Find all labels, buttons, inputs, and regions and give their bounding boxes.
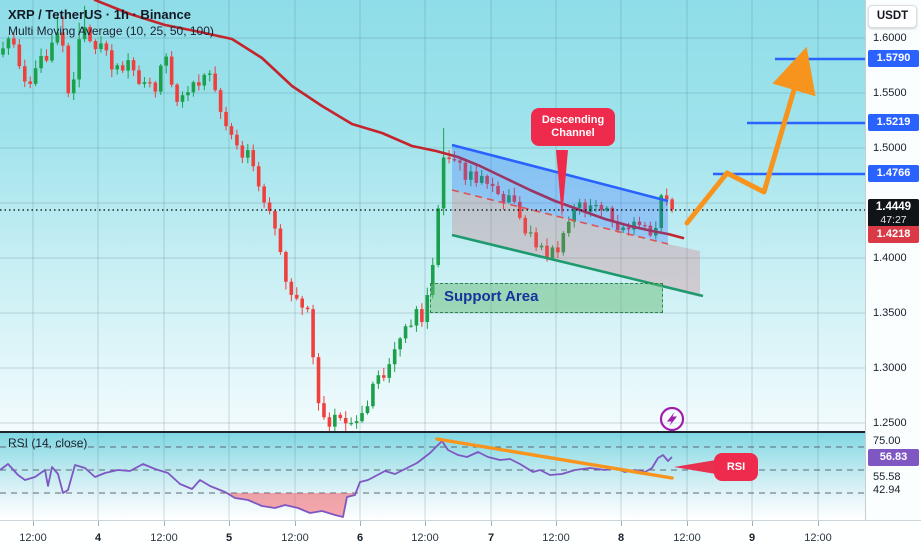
symbol-title[interactable]: XRP / TetherUS · 1h · Binance [8,7,192,22]
currency-toggle-button[interactable]: USDT [868,5,917,28]
time-tickmark [229,521,230,526]
price-tick-1.5500: 1.5500 [873,87,907,99]
pane-separator[interactable] [0,431,921,433]
time-tick-5: 5 [225,532,233,544]
time-tick-9: 9 [748,532,756,544]
time-tickmark [295,521,296,526]
time-tick-12:00: 12:00 [542,532,570,544]
time-tickmark [687,521,688,526]
time-tickmark [98,521,99,526]
time-tick-8: 8 [617,532,625,544]
last-price-label: 1.4449 47:27 [868,199,919,227]
time-tickmark [33,521,34,526]
price-tick-1.6000: 1.6000 [873,32,907,44]
time-tickmark [621,521,622,526]
time-axis[interactable]: 12:00 4 12:00 5 12:00 6 12:00 7 12:00 8 12:00 9 12:0… [0,521,921,556]
time-tick-12:00: 12:00 [804,532,832,544]
alert-price-label: 1.4218 [868,226,919,243]
time-tickmark [556,521,557,526]
last-price-value: 1.4449 [875,201,912,213]
projection-arrow[interactable] [684,46,816,226]
price-tick-1.2500: 1.2500 [873,417,907,429]
rsi-tick-55.58: 55.58 [873,471,901,483]
bar-countdown: 47:27 [880,214,907,226]
price-tick-1.3000: 1.3000 [873,362,907,374]
rsi-trendline[interactable] [435,437,674,480]
channel-bottom-line [451,233,704,298]
time-tick-6: 6 [356,532,364,544]
time-tick-7: 7 [487,532,495,544]
price-tick-1.5000: 1.5000 [873,142,907,154]
time-tick-12:00: 12:00 [281,532,309,544]
rsi-oversold-fill [226,493,356,517]
rsi-callout[interactable]: RSI [714,453,758,481]
time-tick-12:00: 12:00 [150,532,178,544]
time-tick-12:00: 12:00 [19,532,47,544]
descending-channel-callout[interactable]: Descending Channel [531,108,615,146]
support-area-box[interactable] [430,283,663,313]
time-tickmark [752,521,753,526]
rsi-canvas[interactable] [0,432,865,520]
callout-line1: Descending [541,114,605,126]
rsi-indicator-title[interactable]: RSI (14, close) [8,436,88,450]
time-tickmark [491,521,492,526]
time-axis-separator [0,520,921,521]
grid-layer [0,0,865,432]
time-tickmark [164,521,165,526]
descending-channel-drawing[interactable] [451,143,704,298]
indicator-title[interactable]: Multi Moving Average (10, 25, 50, 100) [8,24,214,38]
price-tick-1.4000: 1.4000 [873,252,907,264]
price-level-label-1.4766: 1.4766 [868,165,919,182]
rsi-line [0,440,673,518]
time-tick-12:00: 12:00 [411,532,439,544]
time-tick-12:00: 12:00 [673,532,701,544]
rsi-value-label: 56.83 [868,449,919,466]
flash-icon[interactable] [659,406,685,432]
time-tickmark [425,521,426,526]
moving-average-line [93,0,685,240]
rsi-tick-42.94: 42.94 [873,484,901,496]
chart-legend: XRP / TetherUS · 1h · Binance Multi Movi… [8,6,214,40]
main-chart-canvas[interactable] [0,0,865,432]
callout-line2: Channel [551,127,595,139]
price-level-label-1.5219: 1.5219 [868,114,919,131]
support-area-label: Support Area [444,288,539,305]
time-tickmark [360,521,361,526]
main-chart-pane[interactable] [0,0,865,432]
price-tick-1.3500: 1.3500 [873,307,907,319]
rsi-tick-75.00: 75.00 [873,435,901,447]
price-axis[interactable]: 1.6000 1.5500 1.5000 1.4000 1.3500 1.3000 1.25… [865,0,921,520]
rsi-callout-tail [674,460,716,474]
time-tick-4: 4 [94,532,102,544]
price-level-label-1.5790: 1.5790 [868,50,919,67]
time-tickmark [818,521,819,526]
descending-channel-callout-tail [556,150,568,218]
